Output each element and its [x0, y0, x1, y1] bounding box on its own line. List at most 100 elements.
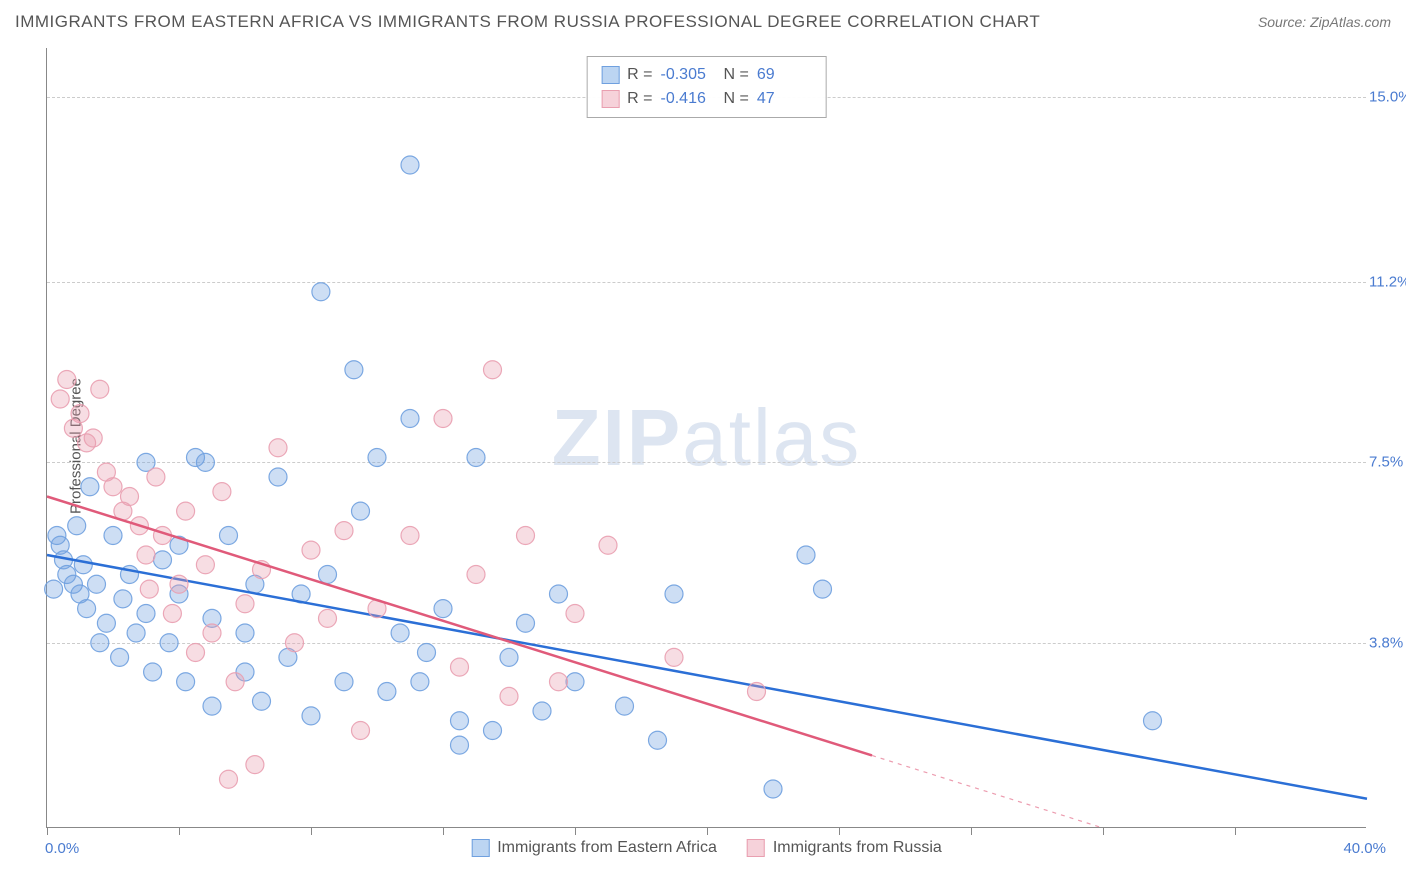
data-point	[170, 575, 188, 593]
source-attribution: Source: ZipAtlas.com	[1258, 14, 1391, 30]
data-point	[236, 624, 254, 642]
legend-label-a: Immigrants from Eastern Africa	[497, 839, 717, 857]
data-point	[434, 410, 452, 428]
data-point	[368, 449, 386, 467]
data-point	[665, 585, 683, 603]
data-point	[187, 644, 205, 662]
data-point	[550, 585, 568, 603]
data-point	[71, 405, 89, 423]
data-point	[104, 527, 122, 545]
data-point	[434, 600, 452, 618]
data-point	[163, 605, 181, 623]
title-bar: IMMIGRANTS FROM EASTERN AFRICA VS IMMIGR…	[15, 12, 1391, 32]
scatter-svg	[47, 48, 1366, 827]
data-point	[500, 687, 518, 705]
data-point	[160, 634, 178, 652]
data-point	[88, 575, 106, 593]
data-point	[451, 736, 469, 754]
y-tick-label: 3.8%	[1369, 634, 1406, 651]
data-point	[378, 683, 396, 701]
data-point	[74, 556, 92, 574]
data-point	[451, 658, 469, 676]
data-point	[335, 673, 353, 691]
swatch-series-b	[601, 90, 619, 108]
data-point	[91, 380, 109, 398]
plot-area: ZIPatlas R = -0.305 N = 69 R = -0.416 N …	[46, 48, 1366, 828]
data-point	[91, 634, 109, 652]
data-point	[352, 502, 370, 520]
stats-r-label: R =	[627, 63, 652, 87]
data-point	[236, 595, 254, 613]
data-point	[517, 527, 535, 545]
stats-n-value-b: 47	[757, 87, 812, 111]
data-point	[269, 439, 287, 457]
data-point	[213, 483, 231, 501]
data-point	[203, 697, 221, 715]
data-point	[58, 371, 76, 389]
data-point	[97, 614, 115, 632]
data-point	[177, 502, 195, 520]
data-point	[401, 527, 419, 545]
trend-line-dashed	[872, 755, 1103, 828]
data-point	[467, 449, 485, 467]
data-point	[137, 546, 155, 564]
data-point	[220, 527, 238, 545]
data-point	[352, 722, 370, 740]
data-point	[616, 697, 634, 715]
data-point	[144, 663, 162, 681]
data-point	[220, 770, 238, 788]
stats-row-series-a: R = -0.305 N = 69	[601, 63, 812, 87]
data-point	[269, 468, 287, 486]
data-point	[1144, 712, 1162, 730]
x-min-label: 0.0%	[45, 840, 79, 857]
data-point	[451, 712, 469, 730]
stats-n-value-a: 69	[757, 63, 812, 87]
data-point	[467, 566, 485, 584]
data-point	[814, 580, 832, 598]
data-point	[111, 648, 129, 666]
data-point	[401, 410, 419, 428]
data-point	[418, 644, 436, 662]
data-point	[68, 517, 86, 535]
data-point	[533, 702, 551, 720]
y-tick-label: 7.5%	[1369, 454, 1406, 471]
data-point	[114, 590, 132, 608]
swatch-series-a	[601, 66, 619, 84]
chart-title: IMMIGRANTS FROM EASTERN AFRICA VS IMMIGR…	[15, 12, 1040, 32]
data-point	[104, 478, 122, 496]
legend-bottom: Immigrants from Eastern Africa Immigrant…	[471, 839, 942, 857]
data-point	[566, 673, 584, 691]
data-point	[391, 624, 409, 642]
data-point	[484, 722, 502, 740]
data-point	[484, 361, 502, 379]
data-point	[797, 546, 815, 564]
data-point	[649, 731, 667, 749]
x-max-label: 40.0%	[1343, 840, 1386, 857]
data-point	[302, 707, 320, 725]
data-point	[84, 429, 102, 447]
data-point	[319, 609, 337, 627]
data-point	[345, 361, 363, 379]
stats-n-label: N =	[724, 63, 749, 87]
data-point	[154, 551, 172, 569]
stats-n-label: N =	[724, 87, 749, 111]
legend-item-series-b: Immigrants from Russia	[747, 839, 942, 857]
data-point	[411, 673, 429, 691]
legend-swatch-a	[471, 839, 489, 857]
data-point	[196, 453, 214, 471]
stats-r-value-a: -0.305	[661, 63, 716, 87]
legend-item-series-a: Immigrants from Eastern Africa	[471, 839, 717, 857]
data-point	[127, 624, 145, 642]
data-point	[81, 478, 99, 496]
legend-label-b: Immigrants from Russia	[773, 839, 942, 857]
data-point	[550, 673, 568, 691]
data-point	[335, 522, 353, 540]
data-point	[517, 614, 535, 632]
data-point	[566, 605, 584, 623]
data-point	[748, 683, 766, 701]
data-point	[401, 156, 419, 174]
data-point	[302, 541, 320, 559]
data-point	[500, 648, 518, 666]
data-point	[246, 756, 264, 774]
data-point	[203, 624, 221, 642]
